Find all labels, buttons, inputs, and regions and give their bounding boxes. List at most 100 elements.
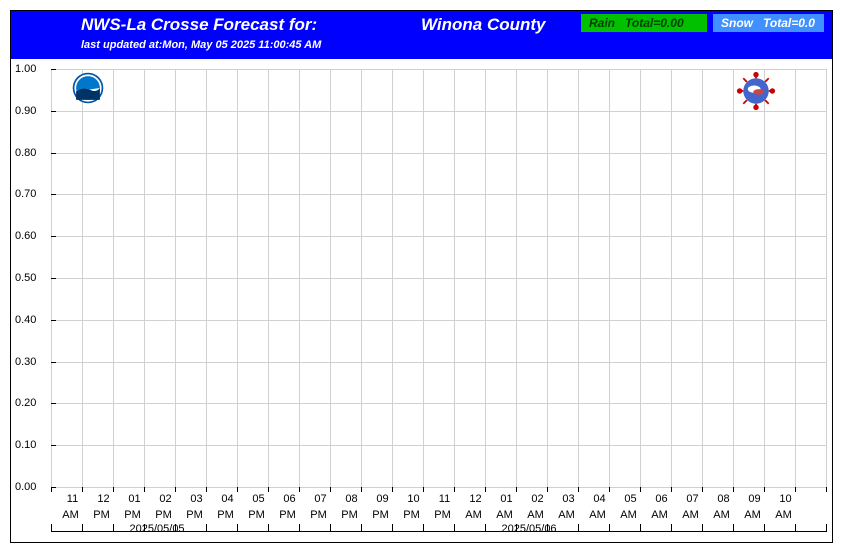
x-tick <box>671 487 672 492</box>
x-axis-hour-label: 05 <box>615 493 647 505</box>
x-axis-ampm-label: PM <box>210 509 242 521</box>
grid-line-vertical <box>237 69 238 487</box>
x-tick <box>175 487 176 492</box>
x-axis-date-label: 2025/05/06 <box>502 523 557 535</box>
x-axis-hour-label: 01 <box>491 493 523 505</box>
snow-total-badge: Snow Total=0.0 <box>713 14 824 32</box>
grid-line-vertical <box>826 69 827 487</box>
rain-total-badge: Rain Total=0.00 <box>581 14 707 32</box>
x-axis-ampm-label: PM <box>86 509 118 521</box>
x-axis-ampm-label: AM <box>675 509 707 521</box>
grid-line-vertical <box>795 69 796 487</box>
grid-line-vertical <box>82 69 83 487</box>
grid-line-horizontal <box>51 111 826 112</box>
header-location: Winona County <box>421 15 546 35</box>
x-tick-lower <box>764 524 765 532</box>
y-axis-label: 0.30 <box>15 356 47 368</box>
x-axis-hour-label: 10 <box>770 493 802 505</box>
grid-line-vertical <box>764 69 765 487</box>
x-tick-lower <box>702 524 703 532</box>
grid-line-vertical <box>640 69 641 487</box>
x-tick-lower <box>237 524 238 532</box>
x-axis-hour-label: 04 <box>584 493 616 505</box>
grid-line-horizontal <box>51 445 826 446</box>
x-axis-hour-label: 02 <box>522 493 554 505</box>
x-tick-lower <box>206 524 207 532</box>
x-axis-hour-label: 06 <box>274 493 306 505</box>
grid-line-horizontal <box>51 278 826 279</box>
y-axis-label: 0.00 <box>15 481 47 493</box>
x-tick <box>113 487 114 492</box>
x-tick <box>423 487 424 492</box>
chart-area: 0.000.100.200.300.400.500.600.700.800.90… <box>11 59 832 542</box>
grid-line-vertical <box>361 69 362 487</box>
y-axis-label: 0.80 <box>15 147 47 159</box>
x-axis-hour-label: 09 <box>367 493 399 505</box>
x-tick <box>268 487 269 492</box>
grid-line-horizontal <box>51 403 826 404</box>
grid-line-horizontal <box>51 194 826 195</box>
x-axis-hour-label: 08 <box>708 493 740 505</box>
x-axis-ampm-label: AM <box>582 509 614 521</box>
x-axis-hour-label: 03 <box>553 493 585 505</box>
x-tick <box>547 487 548 492</box>
rain-label: Rain <box>589 16 615 30</box>
x-tick-lower <box>330 524 331 532</box>
x-tick-lower <box>640 524 641 532</box>
y-axis-label: 0.50 <box>15 272 47 284</box>
x-tick-lower <box>733 524 734 532</box>
x-axis-ampm-label: PM <box>241 509 273 521</box>
x-axis-hour-label: 10 <box>398 493 430 505</box>
x-tick-lower <box>454 524 455 532</box>
x-axis-ampm-label: PM <box>148 509 180 521</box>
x-tick <box>144 487 145 492</box>
x-axis-ampm-label: AM <box>489 509 521 521</box>
grid-line-horizontal <box>51 69 826 70</box>
grid-line-vertical <box>733 69 734 487</box>
x-axis-ampm-label: AM <box>551 509 583 521</box>
grid-line-vertical <box>702 69 703 487</box>
grid-line-vertical <box>578 69 579 487</box>
grid-line-vertical <box>454 69 455 487</box>
x-axis-hour-label: 07 <box>305 493 337 505</box>
x-axis-hour-label: 02 <box>150 493 182 505</box>
x-tick-lower <box>51 524 52 532</box>
grid-line-vertical <box>547 69 548 487</box>
x-tick <box>82 487 83 492</box>
y-tick <box>51 445 56 446</box>
y-axis-label: 0.60 <box>15 230 47 242</box>
x-axis-hour-label: 01 <box>119 493 151 505</box>
x-tick-lower <box>795 524 796 532</box>
x-tick <box>764 487 765 492</box>
update-timestamp: last updated at:Mon, May 05 2025 11:00:4… <box>81 39 321 51</box>
grid-line-horizontal <box>51 153 826 154</box>
x-tick <box>702 487 703 492</box>
grid-line-vertical <box>206 69 207 487</box>
x-tick-lower <box>268 524 269 532</box>
x-tick <box>392 487 393 492</box>
grid-line-vertical <box>330 69 331 487</box>
y-tick <box>51 403 56 404</box>
y-tick <box>51 278 56 279</box>
x-tick-lower <box>826 524 827 532</box>
x-tick-lower <box>361 524 362 532</box>
x-tick <box>51 487 52 492</box>
x-tick-lower <box>299 524 300 532</box>
y-axis-label: 0.40 <box>15 314 47 326</box>
x-axis-ampm-label: PM <box>334 509 366 521</box>
y-tick <box>51 153 56 154</box>
x-axis-hour-label: 04 <box>212 493 244 505</box>
y-axis-label: 0.70 <box>15 188 47 200</box>
x-axis-hour-label: 07 <box>677 493 709 505</box>
x-tick <box>640 487 641 492</box>
x-axis-hour-label: 08 <box>336 493 368 505</box>
x-axis-ampm-label: AM <box>768 509 800 521</box>
forecast-chart-container: NWS-La Crosse Forecast for: Winona Count… <box>10 10 833 543</box>
x-tick-lower <box>578 524 579 532</box>
x-axis-ampm-label: AM <box>706 509 738 521</box>
x-axis-ampm-label: PM <box>272 509 304 521</box>
rain-total: Total=0.00 <box>625 16 684 30</box>
grid-line-vertical <box>144 69 145 487</box>
x-axis-ampm-label: PM <box>396 509 428 521</box>
y-axis-label: 0.20 <box>15 397 47 409</box>
